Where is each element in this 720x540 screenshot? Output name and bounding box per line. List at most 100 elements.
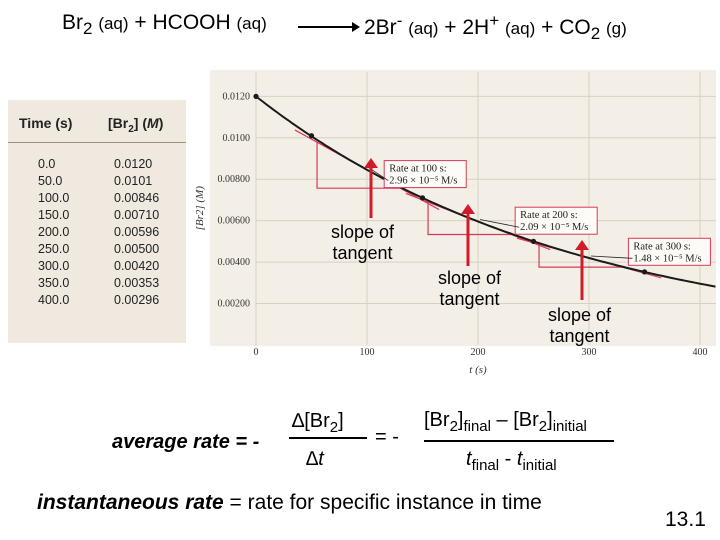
product-h-phase: (aq) bbox=[505, 19, 536, 38]
slope-label-1: slope of tangent bbox=[331, 222, 394, 264]
product-br-charge: - bbox=[396, 11, 403, 30]
eq-text: = - bbox=[375, 426, 399, 448]
num2-part: – [Br bbox=[491, 409, 539, 431]
instantaneous-def: = rate for specific instance in time bbox=[223, 491, 542, 514]
header-conc-part: ) bbox=[158, 115, 164, 131]
row-time: 300.0 bbox=[38, 259, 70, 273]
den2-initial: initial bbox=[522, 457, 557, 474]
den2-part: - bbox=[499, 448, 517, 470]
row-conc: 0.00296 bbox=[114, 293, 160, 307]
product-co2-phase: (g) bbox=[606, 19, 627, 38]
data-point bbox=[308, 133, 315, 139]
num2-initial: initial bbox=[552, 418, 587, 435]
data-point bbox=[253, 93, 259, 99]
callout-leader bbox=[590, 255, 633, 259]
num2-sub: 2 bbox=[449, 418, 458, 435]
row-conc: 0.00596 bbox=[114, 225, 160, 239]
slope-triangle bbox=[427, 202, 512, 236]
row-time: 400.0 bbox=[38, 293, 70, 307]
table-row: 300.0 0.00420 bbox=[8, 259, 186, 276]
row-time: 200.0 bbox=[38, 225, 70, 239]
y-tick-label: 0.0100 bbox=[223, 133, 251, 144]
header-time: Time (s) bbox=[19, 115, 73, 131]
reactant-acid: HCOOH bbox=[152, 11, 231, 34]
average-rate-text: average rate = - bbox=[112, 431, 260, 453]
slope-pointer-arrowhead bbox=[364, 158, 378, 168]
x-tick-label: 200 bbox=[471, 347, 486, 358]
slope-label-2: slope of tangent bbox=[438, 268, 501, 310]
num-part: ∆[Br bbox=[292, 410, 330, 432]
average-rate-label: average rate = - bbox=[112, 431, 259, 454]
header-conc-part: [Br bbox=[108, 115, 129, 131]
row-conc: 0.00420 bbox=[114, 259, 160, 273]
rate-callout-box bbox=[514, 206, 598, 235]
x-tick-label: 300 bbox=[582, 347, 597, 358]
slide-number: 13.1 bbox=[665, 508, 706, 531]
x-tick-label: 0 bbox=[254, 347, 259, 358]
num-part: ] bbox=[338, 410, 344, 432]
rate-callout-line2: 2.96 × 10⁻⁵ M/s bbox=[389, 176, 457, 187]
y-tick-label: 0.00400 bbox=[218, 257, 251, 268]
num-sub: 2 bbox=[329, 419, 339, 436]
slope-label-line: slope of bbox=[548, 305, 612, 325]
instantaneous-rate-definition: instantaneous rate = rate for specific i… bbox=[37, 491, 542, 515]
row-conc: 0.00353 bbox=[114, 276, 160, 290]
rate-callout-line1: Rate at 200 s: bbox=[520, 210, 578, 221]
fraction-line-1 bbox=[289, 437, 367, 439]
slope-label-3: slope of tangent bbox=[548, 305, 611, 347]
row-time: 0.0 bbox=[38, 157, 56, 171]
num2-part: ] bbox=[457, 409, 464, 431]
y-tick-label: 0.0120 bbox=[223, 91, 251, 102]
den2-final: final bbox=[471, 457, 500, 474]
final-initial-denominator: tfinal - tinitial bbox=[466, 448, 557, 474]
reaction-products: 2Br- (aq) + 2H+ (aq) + CO2 (g) bbox=[364, 11, 627, 44]
slope-label-line: slope of bbox=[331, 222, 395, 242]
product-br: 2Br bbox=[364, 16, 397, 39]
row-time: 150.0 bbox=[38, 208, 70, 222]
decay-curve bbox=[255, 95, 716, 288]
num2-part: ] bbox=[547, 409, 553, 431]
table-header: Time (s) [Br2] (M) bbox=[8, 100, 186, 143]
row-conc: 0.0101 bbox=[114, 174, 153, 188]
y-tick-label: 0.00600 bbox=[218, 216, 251, 227]
table-row: 100.0 0.00846 bbox=[8, 191, 186, 208]
den2-part: t bbox=[466, 448, 472, 470]
slope-triangle bbox=[316, 142, 401, 189]
y-tick-label: 0.00800 bbox=[218, 174, 251, 185]
slope-triangle bbox=[538, 244, 623, 268]
row-time: 250.0 bbox=[38, 242, 70, 256]
table-row: 250.0 0.00500 bbox=[8, 242, 186, 259]
den-text: ∆t bbox=[306, 448, 324, 470]
header-conc-part: ] ( bbox=[133, 115, 148, 131]
reaction-arrow bbox=[298, 22, 360, 32]
rate-callout-line2: 2.09 × 10⁻⁵ M/s bbox=[520, 222, 588, 233]
header-concentration: [Br2] (M) bbox=[108, 115, 163, 135]
header-conc-sub: 2 bbox=[128, 123, 134, 135]
reactant-acid-phase: (aq) bbox=[236, 14, 267, 33]
delta-t-denominator: ∆t bbox=[306, 448, 324, 471]
row-conc: 0.0120 bbox=[114, 157, 153, 171]
product-h: + 2H bbox=[444, 16, 490, 39]
rate-callout-box bbox=[383, 160, 467, 189]
x-axis-title: t (s) bbox=[469, 364, 487, 376]
row-conc: 0.00710 bbox=[114, 208, 160, 222]
reactant-br-sub: 2 bbox=[83, 19, 93, 39]
rate-callout-box bbox=[627, 237, 711, 266]
table-row: 200.0 0.00596 bbox=[8, 225, 186, 242]
reactant-br-phase: (aq) bbox=[98, 14, 129, 33]
x-tick-label: 100 bbox=[360, 347, 375, 358]
den2-part: t bbox=[516, 448, 523, 470]
num2-part: [Br bbox=[424, 409, 450, 431]
product-br-phase: (aq) bbox=[408, 19, 439, 38]
table-row: 150.0 0.00710 bbox=[8, 208, 186, 225]
fraction-line-2 bbox=[424, 440, 614, 442]
table-row: 350.0 0.00353 bbox=[8, 276, 186, 293]
slope-pointer-arrowhead bbox=[575, 240, 589, 250]
final-initial-numerator: [Br2]final – [Br2]initial bbox=[424, 409, 587, 435]
rate-callout-line1: Rate at 100 s: bbox=[389, 164, 447, 175]
data-point bbox=[419, 195, 426, 201]
product-co2-sub: 2 bbox=[590, 24, 601, 44]
y-axis-title: [Br2] (M) bbox=[194, 186, 206, 231]
slope-label-line: tangent bbox=[332, 243, 393, 263]
